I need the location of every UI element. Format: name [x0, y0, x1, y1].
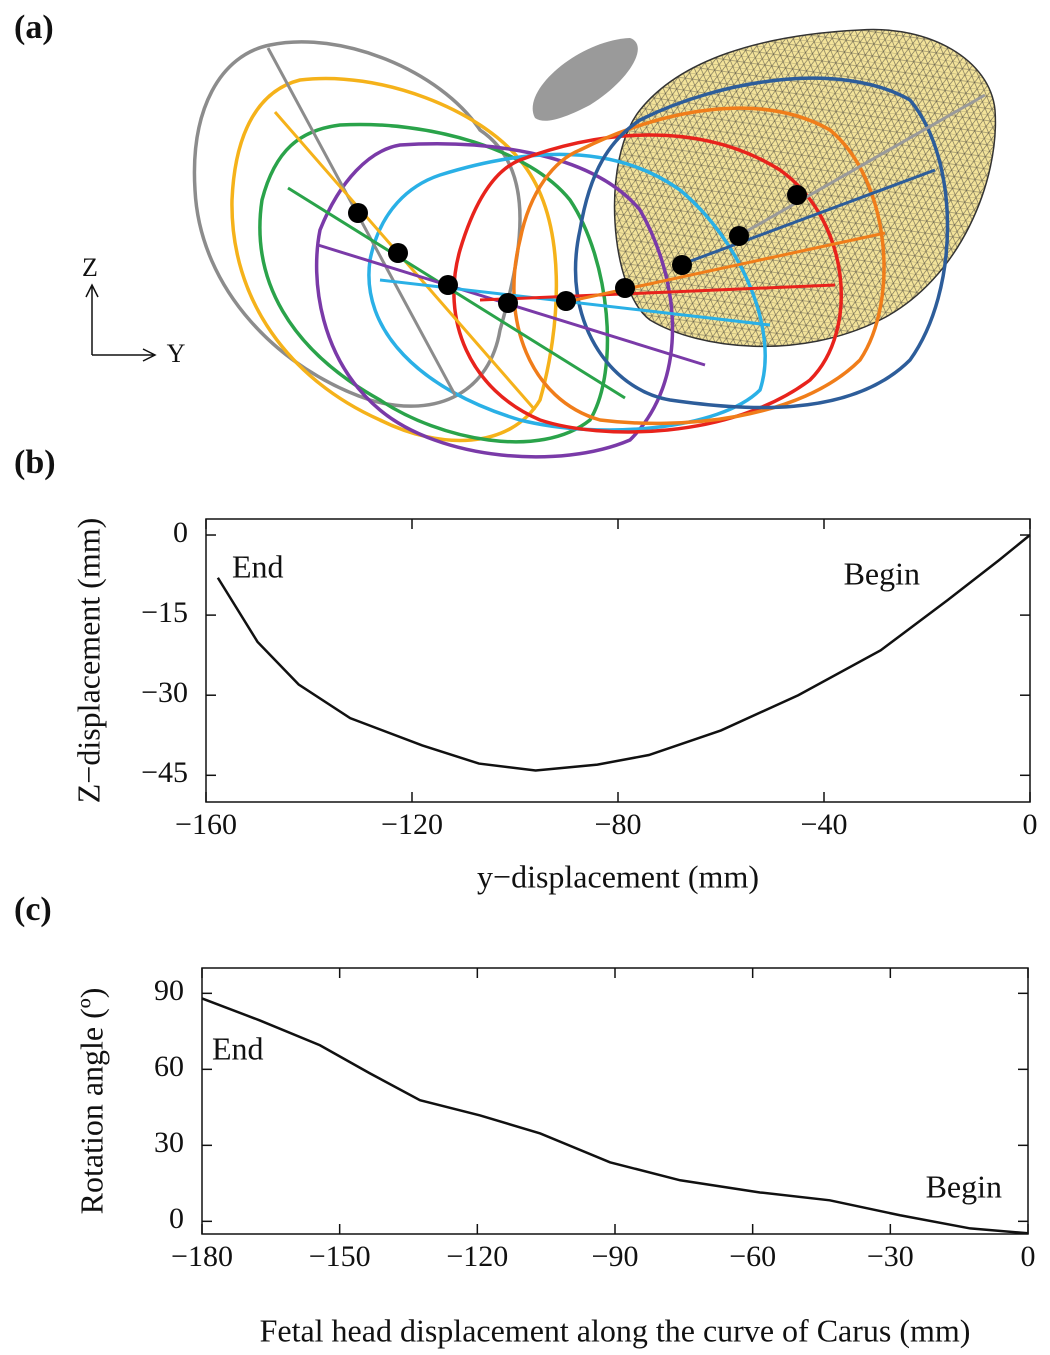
panel-label: (a)	[14, 9, 54, 46]
x-tick-label: 0	[1023, 808, 1038, 841]
annotation: End	[232, 548, 284, 584]
x-tick-label: −120	[381, 808, 443, 841]
x-tick-label: 0	[1021, 1240, 1036, 1273]
axes-frame	[201, 967, 1029, 1235]
y-tick-label: 0	[173, 516, 188, 549]
x-axis-label: Fetal head displacement along the curve …	[260, 1312, 971, 1348]
x-tick-label: −180	[171, 1240, 233, 1273]
illustration	[85, 28, 997, 459]
y-tick-label: 30	[154, 1126, 184, 1159]
axis-label: Y	[167, 339, 186, 368]
x-tick-label: −40	[801, 808, 848, 841]
x-tick-label: −150	[309, 1240, 371, 1273]
y-axis-label: Rotation angle (º)	[73, 988, 109, 1215]
y-tick-label: 90	[154, 974, 184, 1007]
y-tick-label: 60	[154, 1050, 184, 1083]
y-tick-label: 0	[169, 1202, 184, 1235]
y-axis-label: Z−displacement (mm)	[70, 518, 106, 804]
annotation: Begin	[844, 555, 920, 591]
axis-label: Z	[82, 253, 98, 282]
x-tick-label: −160	[175, 808, 237, 841]
x-tick-label: −30	[867, 1240, 914, 1273]
y-tick-label: −45	[141, 756, 188, 789]
x-tick-label: −120	[446, 1240, 508, 1273]
annotation: Begin	[926, 1168, 1002, 1204]
panel-label: (b)	[14, 444, 56, 481]
y-tick-label: −15	[141, 596, 188, 629]
annotation: End	[212, 1030, 264, 1066]
x-tick-label: −90	[592, 1240, 639, 1273]
x-tick-label: −60	[729, 1240, 776, 1273]
y-tick-label: −30	[141, 676, 188, 709]
x-axis-label: y−displacement (mm)	[477, 858, 759, 894]
data-line	[201, 997, 1029, 1235]
x-tick-label: −80	[595, 808, 642, 841]
data-line	[216, 534, 1031, 772]
panel-label: (c)	[14, 891, 52, 928]
